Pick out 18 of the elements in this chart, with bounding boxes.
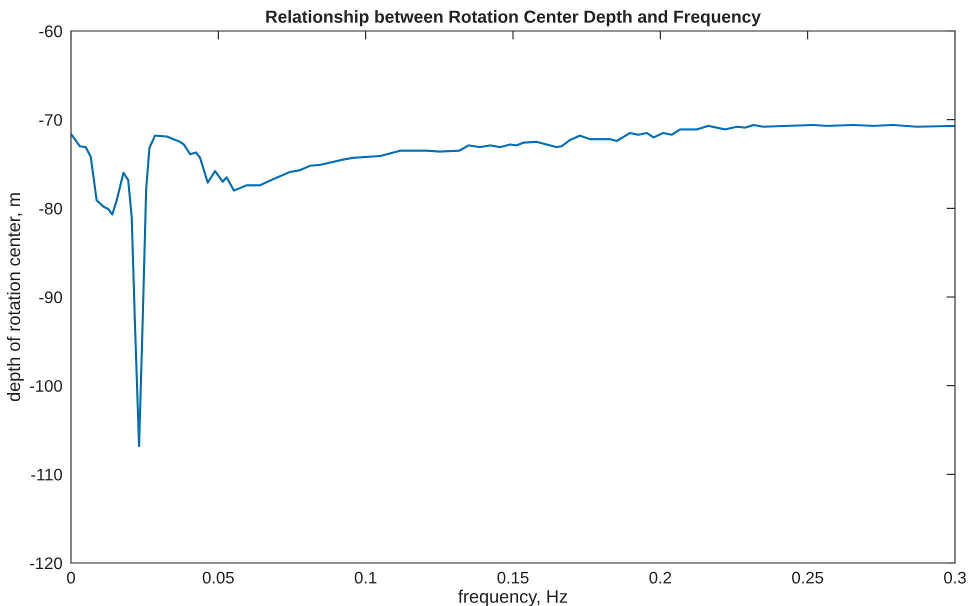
y-axis-title: depth of rotation center, m <box>6 193 24 402</box>
y-tick-label: -80 <box>39 202 62 215</box>
x-tick-label: 0 <box>67 572 75 584</box>
x-tick-label: 0.2 <box>649 572 672 584</box>
x-tick-label: 0.15 <box>497 572 529 584</box>
y-tick-label: -70 <box>39 114 62 126</box>
x-axis-title: frequency, Hz <box>458 590 568 606</box>
y-tick-label: -120 <box>30 557 62 570</box>
line-series <box>71 124 955 448</box>
x-tick-label: 0.3 <box>944 572 966 584</box>
y-tick-label: -110 <box>31 468 62 481</box>
x-tick-label: 0.1 <box>354 572 376 584</box>
x-tick-label: 0.05 <box>202 572 234 584</box>
y-tick-label: -90 <box>39 291 62 304</box>
y-tick-label: -60 <box>39 25 62 38</box>
chart-title: Relationship between Rotation Center Depth and Frequency <box>266 10 761 26</box>
x-tick-label: 0.25 <box>792 572 824 584</box>
y-tick-label: -100 <box>30 380 62 392</box>
